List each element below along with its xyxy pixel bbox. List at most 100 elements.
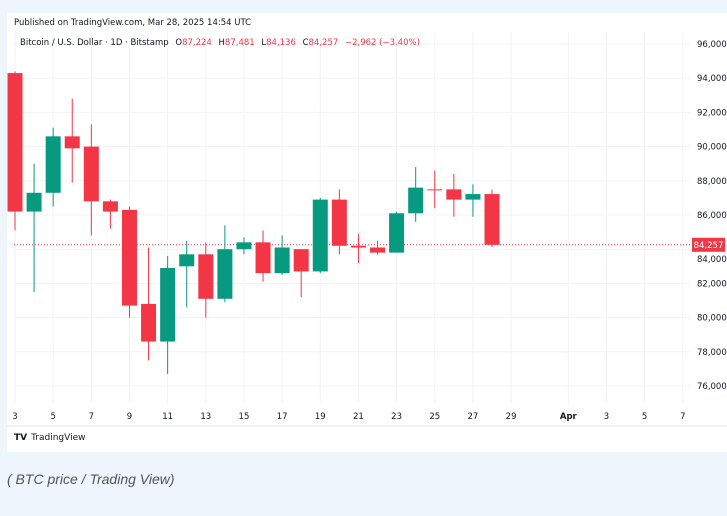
candle [312,197,328,274]
candle [350,233,366,263]
candle [465,184,481,217]
candle [198,242,214,318]
candle-body [350,245,366,248]
candle-body [408,187,424,214]
x-tick-label: 13 [200,412,211,422]
candle [274,235,290,275]
open-label: O [175,38,183,48]
y-tick-label: 82,000 [697,279,727,289]
tradingview-brand: TradingView [31,433,86,443]
y-tick-label: 80,000 [697,314,727,324]
candle-body [45,136,61,193]
x-tick-label: 9 [127,412,132,422]
candle-body [7,73,23,212]
x-tick-label: 21 [353,412,364,422]
y-tick-label: 86,000 [697,211,727,221]
high-value: 87,481 [224,38,255,48]
x-tick-label: 3 [12,412,17,422]
candle-body [141,303,157,342]
y-tick-label: 76,000 [697,382,727,392]
candle [121,206,137,318]
symbol-legend: Bitcoin / U.S. Dollar · 1D · Bitstamp O8… [20,38,420,48]
candle [484,189,500,247]
y-tick-label: 84,000 [697,255,727,265]
candle [293,249,309,298]
candle [217,225,233,303]
last-price-badge [692,237,725,252]
candle-body [236,242,252,250]
candle [389,211,405,253]
x-tick-label: 25 [429,412,440,422]
x-tick-label: 3 [604,412,609,422]
candle-body [293,249,309,272]
candle-body [274,247,290,274]
candle [179,240,195,308]
x-tick-label: 19 [315,412,326,422]
candle [236,237,252,255]
tradingview-logo-icon: TV [14,433,28,443]
candle-body [255,242,271,274]
open-value: 87,224 [182,38,212,48]
tradingview-logo[interactable]: TV TradingView [14,433,86,443]
candle-body [312,199,328,272]
x-tick-label: 15 [239,412,250,422]
candle [255,230,271,282]
candle-body [179,254,195,267]
published-note: Published on TradingView.com, Mar 28, 20… [14,18,252,28]
candle [102,199,118,229]
image-caption: ( BTC price / Trading View) [7,471,175,487]
y-tick-label: 92,000 [697,108,727,118]
low-value: 84,136 [266,38,296,48]
candlestick-chart[interactable]: 96,000 94,000 92,000 90,000 88,000 86,000 84,0… [0,0,727,430]
candle-body [64,136,80,149]
x-tick-label: 17 [277,412,288,422]
x-tick-label: 5 [50,412,55,422]
candle [331,189,347,255]
candle [160,256,176,375]
candle [7,71,23,231]
candle-body [446,189,462,200]
candle [408,167,424,222]
x-tick-label: 29 [506,412,517,422]
candle-body [370,247,386,253]
candle-body [389,213,405,253]
candle [64,98,80,183]
candle-body [331,199,347,246]
change-value: −2,962 (−3.40%) [344,38,420,48]
x-tick-label: 7 [680,412,685,422]
candle-body [83,146,99,202]
x-tick-label: 23 [391,412,402,422]
candle-body [465,194,481,200]
candle-body [427,189,443,191]
candle [83,124,99,236]
candle-body [26,192,42,212]
x-tick-label: Apr [560,412,578,422]
close-value: 84,257 [308,38,339,48]
x-tick-label: 5 [642,412,647,422]
high-label: H [218,38,225,48]
candle-body [484,194,500,245]
x-tick-label: 11 [162,412,173,422]
symbol-title[interactable]: Bitcoin / U.S. Dollar · 1D · Bitstamp [20,38,169,48]
candle-body [198,254,214,299]
y-tick-label: 88,000 [697,177,727,187]
candle-body [102,201,118,212]
last-price-label: 84,257 [694,241,724,251]
y-tick-label: 90,000 [697,143,727,153]
close-label: C [302,38,309,48]
x-tick-label: 27 [468,412,479,422]
y-tick-label: 78,000 [697,348,727,358]
candle-body [217,249,233,299]
candle-body [121,209,137,306]
y-tick-label: 94,000 [697,74,727,84]
candle [446,173,462,217]
y-tick-label: 96,000 [697,40,727,50]
low-label: L [261,38,267,48]
candle-body [160,268,176,342]
candle [45,127,61,207]
candle [26,163,42,292]
candle [370,240,386,255]
candle [427,170,443,209]
candle [141,247,157,361]
x-tick-label: 7 [89,412,94,422]
